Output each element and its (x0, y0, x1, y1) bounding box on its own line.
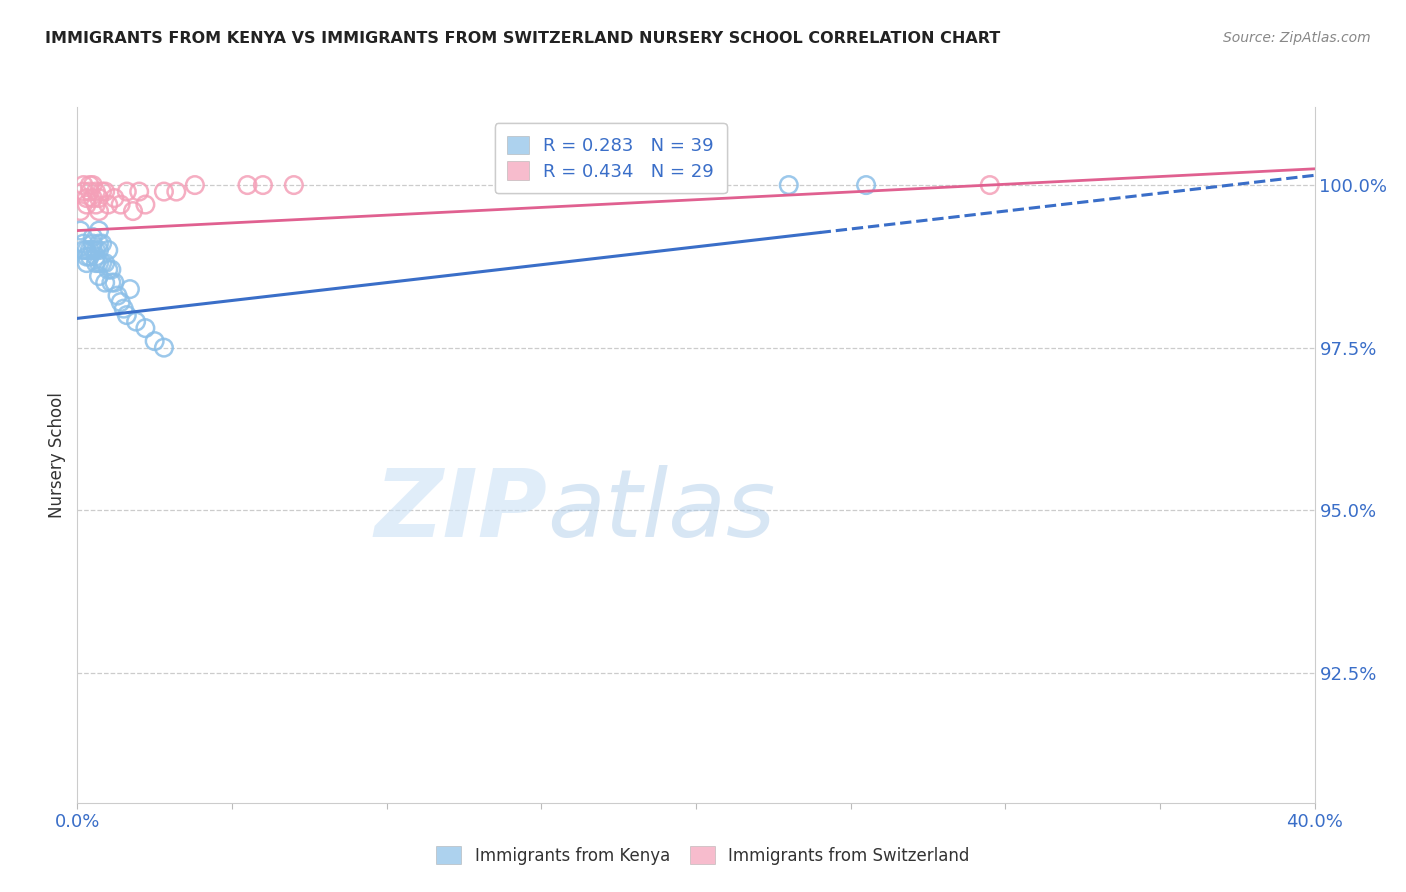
Point (76, 256, 98, 270)
Point (79, 185, 101, 199)
Point (72, 236, 94, 251)
Point (84, 243, 107, 257)
Point (79, 243, 101, 257)
Point (97, 197, 120, 211)
Point (134, 321, 156, 335)
Point (134, 197, 156, 211)
Point (87, 256, 110, 270)
Point (107, 288, 129, 302)
Point (76, 250, 98, 264)
Point (91, 256, 114, 270)
Point (76, 197, 98, 211)
Text: ZIP: ZIP (374, 465, 547, 557)
Point (236, 178, 259, 192)
Point (84, 197, 107, 211)
Point (76, 243, 98, 257)
Point (91, 236, 114, 251)
Point (84, 250, 107, 264)
Point (153, 341, 176, 355)
Point (82, 236, 104, 251)
Point (87, 191, 110, 205)
Point (110, 295, 132, 310)
Point (91, 185, 114, 199)
Point (115, 185, 138, 199)
Point (72, 178, 94, 192)
Point (94, 185, 117, 199)
Point (97, 243, 120, 257)
Point (143, 334, 166, 348)
Point (97, 262, 120, 277)
Point (84, 256, 107, 270)
Point (100, 262, 122, 277)
Point (72, 243, 94, 257)
Point (778, 178, 800, 192)
Point (103, 191, 125, 205)
Point (125, 315, 148, 329)
Legend: Immigrants from Kenya, Immigrants from Switzerland: Immigrants from Kenya, Immigrants from S… (427, 838, 979, 873)
Point (165, 185, 187, 199)
Point (69, 224, 91, 238)
Point (79, 250, 101, 264)
Point (94, 256, 117, 270)
Point (103, 276, 125, 290)
Point (112, 301, 135, 316)
Text: atlas: atlas (547, 465, 776, 556)
Point (87, 236, 110, 251)
Point (84, 185, 107, 199)
Point (82, 243, 104, 257)
Point (87, 243, 110, 257)
Point (72, 185, 94, 199)
Point (184, 178, 207, 192)
Point (118, 282, 141, 296)
Point (252, 178, 274, 192)
Point (94, 276, 117, 290)
Point (87, 224, 110, 238)
Point (87, 269, 110, 284)
Point (128, 185, 150, 199)
Point (87, 204, 110, 219)
Text: Source: ZipAtlas.com: Source: ZipAtlas.com (1223, 31, 1371, 45)
Point (82, 178, 104, 192)
Point (100, 276, 122, 290)
Point (110, 197, 132, 211)
Text: IMMIGRANTS FROM KENYA VS IMMIGRANTS FROM SWITZERLAND NURSERY SCHOOL CORRELATION : IMMIGRANTS FROM KENYA VS IMMIGRANTS FROM… (45, 31, 1000, 46)
Point (76, 191, 98, 205)
Point (979, 178, 1001, 192)
Point (283, 178, 305, 192)
Y-axis label: Nursery School: Nursery School (48, 392, 66, 518)
Point (79, 178, 101, 192)
Point (122, 204, 145, 219)
Point (855, 178, 877, 192)
Point (69, 204, 91, 219)
Point (82, 191, 104, 205)
Point (82, 230, 104, 244)
Point (153, 185, 176, 199)
Legend: R = 0.283   N = 39, R = 0.434   N = 29: R = 0.283 N = 39, R = 0.434 N = 29 (495, 123, 727, 194)
Point (115, 308, 138, 322)
